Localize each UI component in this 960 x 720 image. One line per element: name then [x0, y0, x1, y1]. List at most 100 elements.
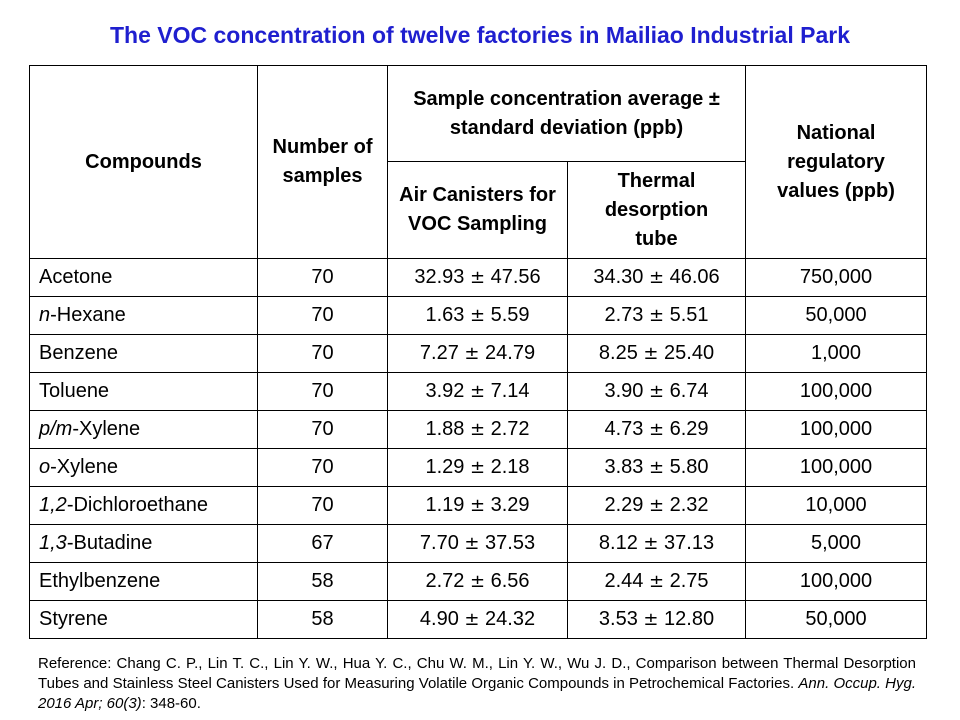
plus-minus-symbol: ±	[648, 571, 665, 592]
table-row: 1,3-Butadine 67 7.70 ± 37.53 8.12 ± 37.13 5,…	[29, 524, 928, 563]
cell-number-of-samples: 67	[257, 524, 388, 563]
cell-number-of-samples: 58	[257, 600, 388, 639]
tube-sd: 37.13	[664, 532, 715, 554]
tube-mean: 3.90	[604, 380, 644, 402]
plus-minus-symbol: ±	[464, 343, 480, 364]
cell-compound: Acetone	[29, 258, 258, 297]
compound-name: Benzene	[39, 342, 118, 364]
canister-sd: 24.79	[485, 342, 536, 364]
cell-thermal-tube-value: 2.73 ± 5.51	[566, 296, 747, 335]
tube-sd: 5.51	[669, 304, 709, 326]
cell-air-canister-value: 1.63 ± 5.59	[387, 296, 568, 335]
canister-sd: 24.32	[485, 608, 536, 630]
table-row: n-Hexane 70 1.63 ± 5.59 2.73 ± 5.51 50,000	[29, 296, 928, 335]
reference-journal: Ann. Occup. Hyg. 2016 Apr; 60(3)	[38, 675, 917, 712]
voc-table: Compounds Number of samples Sample conce…	[29, 65, 928, 639]
cell-compound: o-Xylene	[29, 448, 258, 487]
cell-compound: 1,2-Dichloroethane	[29, 486, 258, 525]
header-thermal-desorption-tube: Thermal desorption tube	[566, 161, 747, 259]
header-national-regulatory-values: National regulatory values (ppb)	[745, 65, 928, 259]
tube-mean: 2.73	[604, 304, 644, 326]
cell-number-of-samples: 70	[257, 258, 388, 297]
tube-sd: 46.06	[669, 266, 720, 288]
compound-name: -Butadine	[66, 532, 153, 554]
canister-sd: 37.53	[485, 532, 536, 554]
plus-minus-symbol: ±	[648, 381, 665, 402]
tube-mean: 2.29	[604, 494, 644, 516]
cell-regulatory-value: 1,000	[745, 334, 928, 373]
compound-name: Styrene	[39, 608, 108, 630]
canister-sd: 6.56	[490, 570, 530, 592]
tube-sd: 12.80	[664, 608, 715, 630]
cell-compound: 1,3-Butadine	[29, 524, 258, 563]
header-compounds: Compounds	[29, 65, 258, 259]
table-body: Acetone 70 32.93 ± 47.56 34.30 ± 46.06 750,0…	[29, 258, 928, 639]
cell-compound: Benzene	[29, 334, 258, 373]
table-row: 1,2-Dichloroethane 70 1.19 ± 3.29 2.29 ± 2.…	[29, 486, 928, 525]
plus-minus-symbol: ±	[648, 457, 665, 478]
reference-citation: Reference: Chang C. P., Lin T. C., Lin Y…	[38, 654, 916, 714]
cell-regulatory-value: 100,000	[745, 448, 928, 487]
canister-mean: 32.93	[414, 266, 465, 288]
cell-number-of-samples: 70	[257, 410, 388, 449]
cell-thermal-tube-value: 3.53 ± 12.80	[566, 600, 747, 639]
plus-minus-symbol: ±	[643, 343, 659, 364]
header-sample-concentration: Sample concentration average ± standard …	[386, 65, 747, 162]
page-title: The VOC concentration of twelve factorie…	[110, 22, 850, 48]
plus-minus-symbol: ±	[464, 609, 480, 630]
canister-mean: 1.29	[425, 456, 465, 478]
compound-name: -Xylene	[50, 456, 118, 478]
compound-prefix: o	[39, 456, 51, 478]
plus-minus-symbol: ±	[469, 495, 486, 516]
cell-number-of-samples: 70	[257, 372, 388, 411]
cell-compound: p/m-Xylene	[29, 410, 258, 449]
reference-text: Reference: Chang C. P., Lin T. C., Lin Y…	[38, 655, 916, 692]
cell-air-canister-value: 3.92 ± 7.14	[387, 372, 568, 411]
cell-regulatory-value: 5,000	[745, 524, 928, 563]
tube-mean: 4.73	[604, 418, 644, 440]
cell-number-of-samples: 70	[257, 486, 388, 525]
cell-thermal-tube-value: 8.25 ± 25.40	[566, 334, 747, 373]
tube-mean: 8.25	[598, 342, 638, 364]
reference-pages: : 348-60.	[141, 695, 201, 712]
cell-thermal-tube-value: 8.12 ± 37.13	[566, 524, 747, 563]
canister-sd: 2.72	[490, 418, 530, 440]
plus-minus-symbol: ±	[469, 381, 486, 402]
cell-compound: Styrene	[29, 600, 258, 639]
cell-air-canister-value: 4.90 ± 24.32	[387, 600, 568, 639]
plus-minus-symbol: ±	[648, 419, 665, 440]
table-row: Benzene 70 7.27 ± 24.79 8.25 ± 25.40 1,000	[29, 334, 928, 373]
cell-regulatory-value: 50,000	[745, 296, 928, 335]
tube-sd: 2.75	[669, 570, 709, 592]
cell-thermal-tube-value: 34.30 ± 46.06	[566, 258, 747, 297]
canister-mean: 1.88	[425, 418, 465, 440]
plus-minus-symbol: ±	[648, 267, 665, 288]
canister-sd: 2.18	[490, 456, 530, 478]
canister-sd: 3.29	[490, 494, 530, 516]
cell-air-canister-value: 7.27 ± 24.79	[387, 334, 568, 373]
tube-sd: 2.32	[669, 494, 709, 516]
canister-sd: 7.14	[490, 380, 530, 402]
cell-compound: n-Hexane	[29, 296, 258, 335]
tube-mean: 8.12	[598, 532, 638, 554]
compound-name: -Xylene	[72, 418, 141, 440]
header-number-of-samples: Number of samples	[257, 65, 388, 259]
tube-mean: 3.83	[604, 456, 644, 478]
cell-air-canister-value: 1.29 ± 2.18	[387, 448, 568, 487]
plus-minus-symbol: ±	[469, 457, 486, 478]
canister-mean: 7.70	[419, 532, 459, 554]
compound-prefix: 1,2	[39, 494, 67, 516]
plus-minus-symbol: ±	[469, 267, 486, 288]
tube-mean: 34.30	[593, 266, 644, 288]
cell-air-canister-value: 1.88 ± 2.72	[387, 410, 568, 449]
plus-minus-symbol: ±	[469, 571, 486, 592]
cell-thermal-tube-value: 2.44 ± 2.75	[566, 562, 747, 601]
table-row: Toluene 70 3.92 ± 7.14 3.90 ± 6.74 100,000	[29, 372, 928, 411]
cell-compound: Ethylbenzene	[29, 562, 258, 601]
cell-regulatory-value: 50,000	[745, 600, 928, 639]
cell-number-of-samples: 70	[257, 448, 388, 487]
tube-sd: 25.40	[664, 342, 715, 364]
cell-thermal-tube-value: 4.73 ± 6.29	[566, 410, 747, 449]
header-air-canisters: Air Canisters for VOC Sampling	[387, 161, 568, 259]
plus-minus-symbol: ±	[469, 305, 486, 326]
